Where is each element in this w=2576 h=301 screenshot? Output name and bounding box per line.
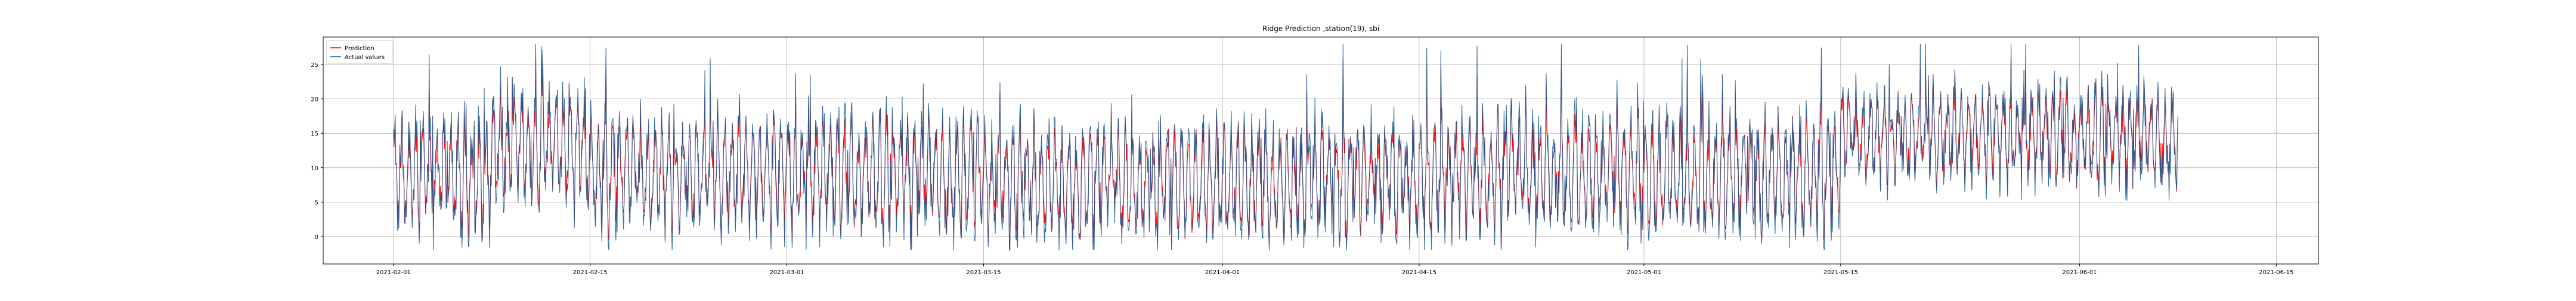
x-tick-label: 2021-02-01 [376, 269, 411, 276]
y-axis: 0 5 10 15 20 25 [311, 62, 323, 241]
x-tick-label: 2021-02-15 [573, 269, 608, 276]
x-tick-label: 2021-05-01 [1627, 269, 1661, 276]
y-tick-label: 15 [311, 131, 318, 137]
x-tick-label: 2021-05-15 [1823, 269, 1858, 276]
y-tick-label: 20 [311, 97, 318, 103]
y-tick-label: 10 [311, 165, 318, 172]
legend: Prediction Actual values [326, 40, 393, 64]
actual-values-series-line [393, 44, 2178, 251]
x-tick-label: 2021-03-15 [966, 269, 1001, 276]
plot-area [393, 44, 2178, 251]
legend-label-prediction: Prediction [345, 45, 374, 52]
x-axis: 2021-02-01 2021-02-15 2021-03-01 2021-03-15… [376, 264, 2293, 276]
x-tick-label: 2021-06-15 [2259, 269, 2293, 276]
chart-title: Ridge Prediction ,station(19), sbi [1262, 24, 1379, 33]
x-tick-label: 2021-04-01 [1205, 269, 1240, 276]
y-tick-label: 5 [315, 199, 318, 206]
legend-label-actual-values: Actual values [345, 54, 385, 61]
y-tick-label: 25 [311, 62, 318, 69]
legend-box [326, 40, 393, 64]
x-tick-label: 2021-04-15 [1402, 269, 1436, 276]
y-tick-label: 0 [315, 234, 318, 241]
x-tick-label: 2021-06-01 [2062, 269, 2097, 276]
x-tick-label: 2021-03-01 [770, 269, 804, 276]
axes-frame [323, 36, 2319, 265]
